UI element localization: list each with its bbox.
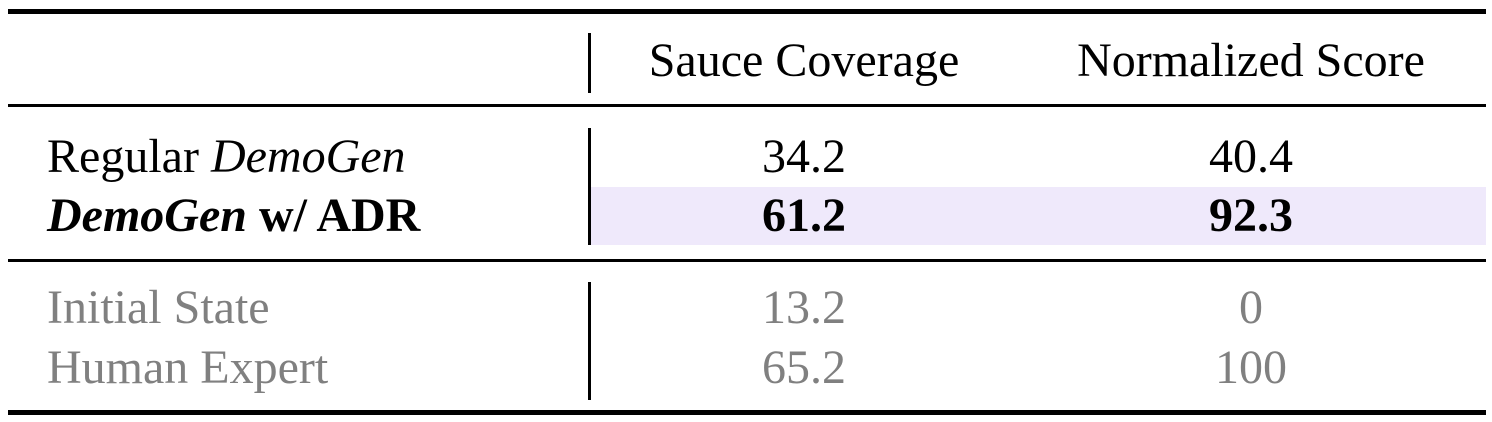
table-row-label-demogen-adr: DemoGen w/ ADR — [47, 187, 420, 245]
reference-column-separator — [588, 282, 591, 400]
table-row-label-initial-state: Initial State — [47, 281, 270, 334]
table-cell-initial-normalized-score: 0 — [1239, 281, 1263, 334]
label-suffix: w/ ADR — [246, 189, 421, 242]
header-column-separator — [588, 33, 591, 93]
table-cell-expert-normalized-score: 100 — [1215, 341, 1287, 394]
table-cell-expert-sauce-coverage: 65.2 — [762, 341, 846, 394]
table-top-rule — [8, 9, 1486, 14]
table-cell-regular-sauce-coverage: 34.2 — [762, 130, 846, 183]
table-row-label-human-expert: Human Expert — [47, 341, 329, 394]
table-row-label-regular-demogen: Regular DemoGen — [47, 128, 406, 186]
column-header-normalized-score: Normalized Score — [1077, 34, 1425, 87]
column-header-sauce-coverage: Sauce Coverage — [648, 34, 960, 87]
table-cell-adr-normalized-score: 92.3 — [1209, 189, 1293, 242]
table-cell-regular-normalized-score: 40.4 — [1209, 130, 1293, 183]
table-cell-adr-sauce-coverage: 61.2 — [762, 189, 846, 242]
label-method-name: DemoGen — [210, 130, 406, 183]
table-bottom-rule — [8, 410, 1486, 415]
label-prefix: Regular — [47, 130, 211, 183]
label-method-name: DemoGen — [47, 189, 247, 242]
method-column-separator — [588, 128, 591, 245]
table-cell-initial-sauce-coverage: 13.2 — [762, 281, 846, 334]
highlighted-row-background — [591, 187, 1486, 245]
reference-rule — [8, 259, 1486, 262]
header-rule — [8, 104, 1486, 107]
